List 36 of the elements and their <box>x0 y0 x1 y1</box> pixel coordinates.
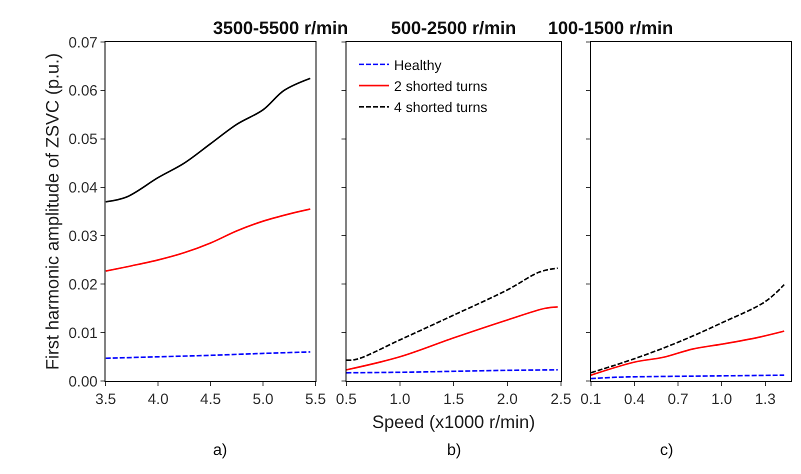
y-tick-label: 0.05 <box>68 131 98 148</box>
x-tick-label: 3.5 <box>95 391 116 408</box>
text: a) <box>213 442 228 459</box>
x-tick-label: 5.0 <box>252 391 274 408</box>
line-series <box>106 351 312 360</box>
x-tick-label: 0.5 <box>336 391 357 408</box>
text: b) <box>447 442 462 459</box>
x-axis-title: Speed (x1000 r/min) <box>372 412 536 432</box>
y-tick-label: 0.01 <box>68 324 98 342</box>
x-tick-label: 5.5 <box>305 391 326 408</box>
x-tick-label: 4.5 <box>200 391 222 408</box>
legend-label: 2 shorted turns <box>394 78 488 94</box>
text: c) <box>660 442 674 459</box>
y-tick-label: 0.00 <box>68 373 98 390</box>
y-tick-label: 0.02 <box>68 276 98 294</box>
line-series <box>106 208 312 272</box>
chart-title: 500-2500 r/min <box>391 18 516 38</box>
x-tick-label: 1.0 <box>711 391 732 408</box>
x-tick-label: 0.7 <box>668 391 688 408</box>
chart-title: 3500-5500 r/min <box>213 18 348 38</box>
y-tick-label: 0.04 <box>68 180 98 197</box>
x-tick-label: 0.1 <box>580 391 602 408</box>
x-tick-label: 4.0 <box>148 391 169 408</box>
legend-label: Healthy <box>394 56 442 73</box>
x-tick-label: 2.5 <box>550 391 572 408</box>
y-tick-label: 0.07 <box>68 34 98 52</box>
y-axis-title: First harmonic amplitude of ZSVC (p.u.) <box>42 52 63 370</box>
legend-label: 4 shorted turns <box>394 99 488 116</box>
x-tick-label: 1.5 <box>443 391 464 408</box>
y-tick-label: 0.03 <box>68 228 98 245</box>
x-tick-label: 1.3 <box>754 391 776 408</box>
x-tick-label: 0.4 <box>624 391 645 408</box>
y-tick-label: 0.06 <box>68 82 98 100</box>
x-tick-label: 2.0 <box>496 391 518 408</box>
chart-title: 100-1500 r/min <box>548 18 674 38</box>
x-tick-label: 1.0 <box>390 391 410 408</box>
